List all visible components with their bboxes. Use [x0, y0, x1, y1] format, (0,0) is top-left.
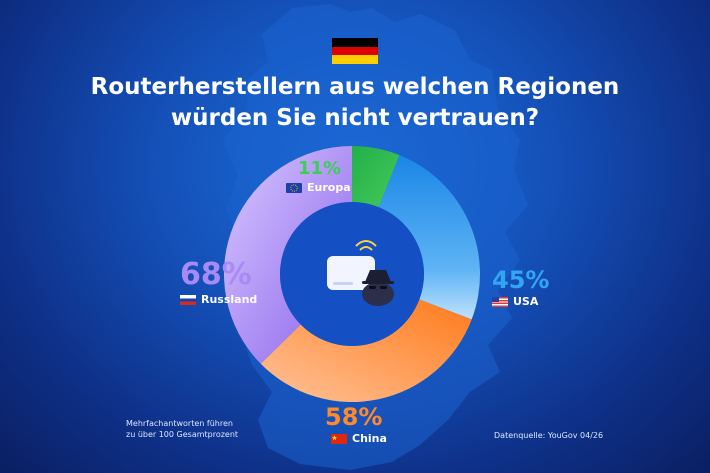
value-label-russland: 68% — [180, 257, 252, 292]
donut-segment-russland — [224, 146, 352, 364]
category-label-china: China — [352, 432, 387, 445]
label-europa: 11% Europa — [286, 160, 351, 194]
router-spy-icon — [327, 240, 394, 306]
label-china: 58% China — [325, 405, 387, 445]
title-line-2: würden Sie nicht vertrauen? — [170, 105, 540, 131]
china-flag-icon — [331, 433, 347, 444]
label-usa: 45% USA — [492, 268, 549, 308]
category-label-russland: Russland — [201, 293, 258, 306]
donut-segment-china — [260, 299, 472, 402]
footnote-line-2: zu über 100 Gesamtprozent — [126, 430, 239, 439]
category-label-usa: USA — [513, 295, 539, 308]
eu-flag-icon — [286, 182, 302, 193]
title-line-1: Routerherstellern aus welchen Regionen — [90, 74, 620, 100]
label-russland: 68% Russland — [180, 260, 257, 306]
chart-title: Routerherstellern aus welchen Regionen w… — [0, 72, 710, 134]
value-label-china: 58% — [325, 403, 383, 431]
donut-segment-europa — [352, 146, 400, 208]
donut-segment-usa — [378, 155, 480, 320]
russia-flag-icon — [180, 294, 196, 305]
germany-flag-icon — [332, 38, 378, 65]
data-source: Datenquelle: YouGov 04/26 — [494, 431, 604, 440]
footnote: Mehrfachantworten führen zu über 100 Ges… — [126, 418, 238, 440]
footnote-line-1: Mehrfachantworten führen — [126, 419, 233, 428]
us-flag-icon — [492, 296, 508, 307]
value-label-europa: 11% — [298, 158, 342, 179]
category-label-europa: Europa — [307, 181, 351, 194]
value-label-usa: 45% — [492, 266, 550, 294]
